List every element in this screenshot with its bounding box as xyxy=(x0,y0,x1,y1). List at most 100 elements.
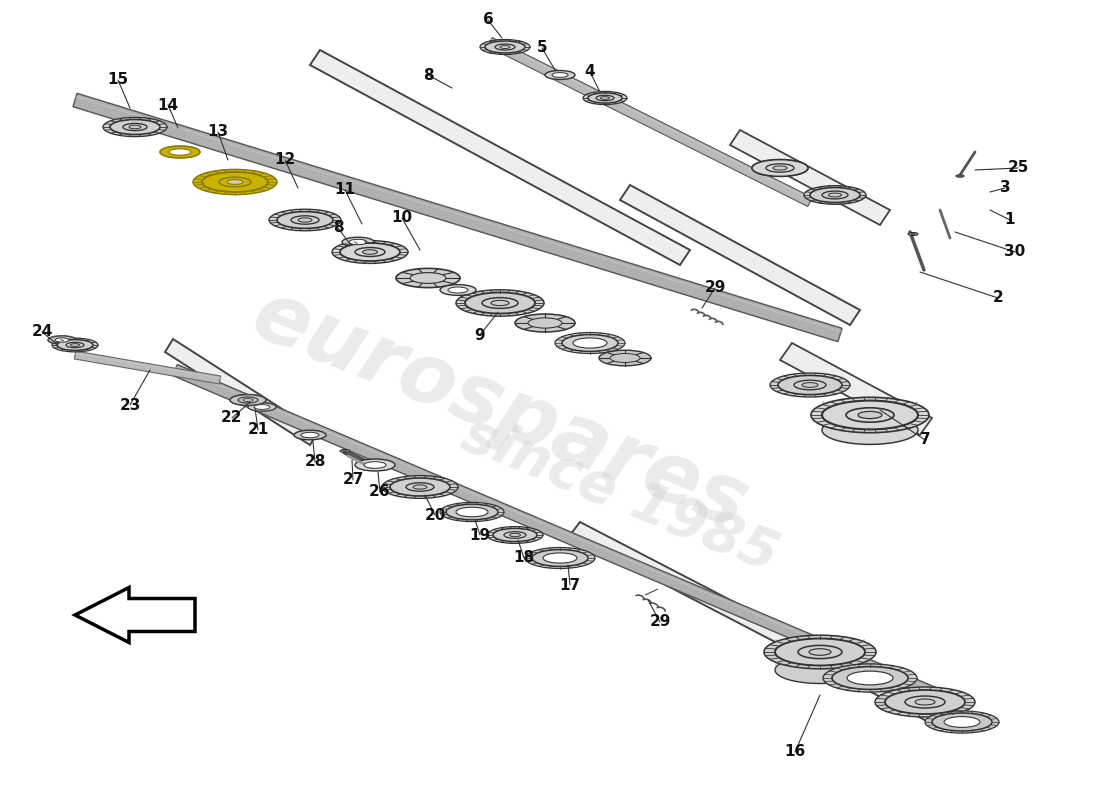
Ellipse shape xyxy=(596,95,614,101)
Polygon shape xyxy=(780,343,932,435)
Ellipse shape xyxy=(440,502,504,522)
Text: 4: 4 xyxy=(585,65,595,79)
Text: 29: 29 xyxy=(704,281,726,295)
Ellipse shape xyxy=(858,411,882,418)
Ellipse shape xyxy=(446,504,498,520)
Ellipse shape xyxy=(340,243,400,261)
Ellipse shape xyxy=(52,338,98,352)
Text: 28: 28 xyxy=(305,454,326,470)
Text: 20: 20 xyxy=(425,507,446,522)
Text: 21: 21 xyxy=(248,422,268,438)
Ellipse shape xyxy=(846,408,894,422)
Ellipse shape xyxy=(103,118,167,137)
Ellipse shape xyxy=(487,526,543,543)
Ellipse shape xyxy=(915,699,935,705)
Polygon shape xyxy=(75,587,195,642)
Ellipse shape xyxy=(808,649,830,655)
Text: 8: 8 xyxy=(422,67,433,82)
Ellipse shape xyxy=(382,475,458,498)
Ellipse shape xyxy=(773,166,786,170)
Ellipse shape xyxy=(485,41,525,53)
Ellipse shape xyxy=(528,318,562,328)
Ellipse shape xyxy=(610,354,640,362)
Text: 5: 5 xyxy=(537,41,548,55)
Ellipse shape xyxy=(412,485,427,489)
Ellipse shape xyxy=(227,180,243,184)
Text: 25: 25 xyxy=(1008,161,1028,175)
Ellipse shape xyxy=(456,290,544,316)
Text: 1: 1 xyxy=(1004,213,1015,227)
Ellipse shape xyxy=(254,405,270,410)
Ellipse shape xyxy=(301,432,319,438)
Ellipse shape xyxy=(248,403,276,411)
Ellipse shape xyxy=(752,160,808,177)
Ellipse shape xyxy=(925,711,999,733)
Ellipse shape xyxy=(544,70,575,79)
Polygon shape xyxy=(75,351,221,384)
Ellipse shape xyxy=(556,333,625,354)
Ellipse shape xyxy=(905,696,945,708)
Text: 12: 12 xyxy=(274,153,296,167)
Text: 9: 9 xyxy=(475,327,485,342)
Ellipse shape xyxy=(958,175,962,177)
Ellipse shape xyxy=(396,268,460,288)
Text: 14: 14 xyxy=(157,98,178,113)
Ellipse shape xyxy=(364,462,386,468)
Polygon shape xyxy=(620,185,860,325)
Ellipse shape xyxy=(752,160,808,177)
Text: 3: 3 xyxy=(1000,181,1010,195)
Ellipse shape xyxy=(500,46,510,49)
Ellipse shape xyxy=(573,338,607,348)
Ellipse shape xyxy=(70,344,79,346)
Ellipse shape xyxy=(277,212,333,229)
Polygon shape xyxy=(73,94,843,342)
Text: since 1985: since 1985 xyxy=(454,407,785,583)
Ellipse shape xyxy=(798,646,842,658)
Ellipse shape xyxy=(230,394,266,406)
Ellipse shape xyxy=(456,507,488,517)
Ellipse shape xyxy=(886,690,965,714)
Ellipse shape xyxy=(238,397,258,403)
Polygon shape xyxy=(730,130,890,225)
Ellipse shape xyxy=(390,478,450,496)
Ellipse shape xyxy=(294,430,326,440)
Ellipse shape xyxy=(57,339,94,350)
Ellipse shape xyxy=(770,373,850,397)
Polygon shape xyxy=(776,638,777,670)
Ellipse shape xyxy=(495,44,515,50)
Text: 6: 6 xyxy=(483,13,494,27)
Ellipse shape xyxy=(525,547,595,569)
Text: 26: 26 xyxy=(370,485,390,499)
Ellipse shape xyxy=(804,186,866,204)
Ellipse shape xyxy=(847,671,893,685)
Polygon shape xyxy=(173,365,953,706)
Ellipse shape xyxy=(129,126,141,129)
Ellipse shape xyxy=(332,241,408,263)
Ellipse shape xyxy=(343,450,346,451)
Polygon shape xyxy=(822,401,824,430)
Ellipse shape xyxy=(406,482,434,491)
Ellipse shape xyxy=(562,334,618,351)
Text: 7: 7 xyxy=(920,433,931,447)
Ellipse shape xyxy=(776,657,865,683)
Ellipse shape xyxy=(363,250,377,254)
Ellipse shape xyxy=(48,336,76,344)
Ellipse shape xyxy=(944,717,980,727)
Ellipse shape xyxy=(776,638,865,666)
Ellipse shape xyxy=(230,394,266,406)
Ellipse shape xyxy=(504,532,526,538)
Ellipse shape xyxy=(110,119,160,134)
Ellipse shape xyxy=(342,238,374,246)
Ellipse shape xyxy=(588,93,621,103)
Ellipse shape xyxy=(810,187,860,202)
Polygon shape xyxy=(570,522,950,728)
Text: 10: 10 xyxy=(392,210,412,226)
Ellipse shape xyxy=(219,178,251,186)
Text: 15: 15 xyxy=(108,73,129,87)
Ellipse shape xyxy=(583,91,627,105)
Ellipse shape xyxy=(410,273,446,283)
Ellipse shape xyxy=(298,218,312,222)
Ellipse shape xyxy=(243,398,253,402)
Ellipse shape xyxy=(823,664,917,692)
Polygon shape xyxy=(916,401,918,430)
